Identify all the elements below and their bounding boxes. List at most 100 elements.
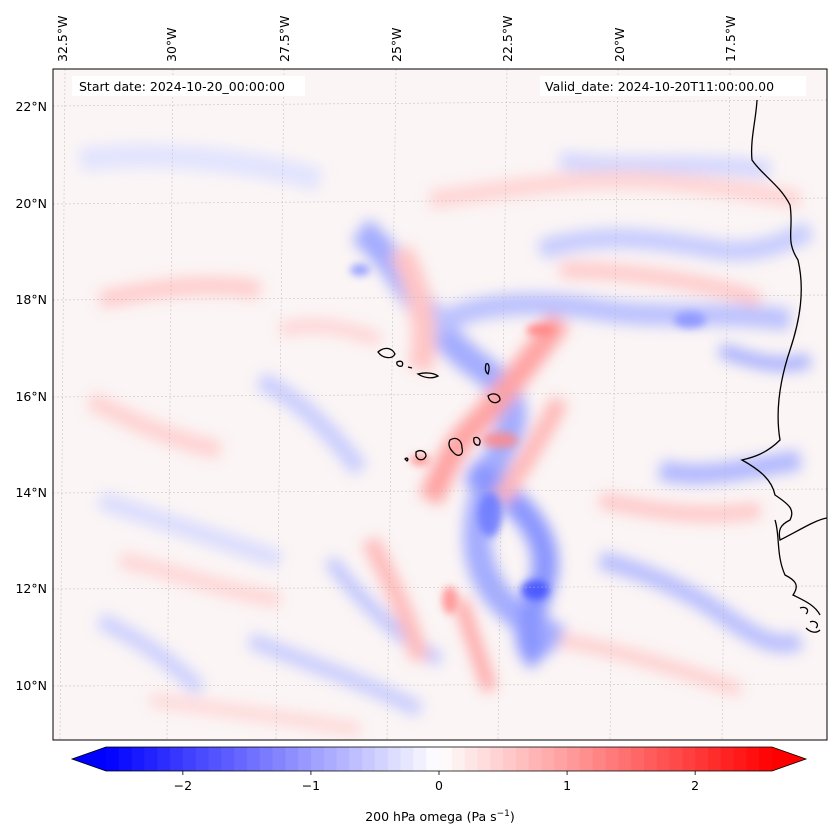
- island-santo-antao: [377, 347, 396, 359]
- colorbar-segment: [707, 747, 722, 771]
- lat-label: 14°N: [15, 485, 47, 500]
- colorbar-tick-label: −2: [174, 778, 192, 793]
- lon-labels: 32.5°W 30°W 27.5°W 25°W 22.5°W 20°W 17.5…: [55, 16, 738, 62]
- colorbar-segment: [362, 747, 376, 771]
- colorbar-segment: [451, 747, 466, 771]
- lat-label: 16°N: [15, 389, 47, 404]
- island-brava: [404, 457, 409, 462]
- colorbar-segment: [733, 747, 747, 771]
- colorbar-ticks: −2 −1 0 1 2: [174, 771, 699, 793]
- colorbar-tick-label: 1: [563, 778, 571, 793]
- colorbar-segment: [759, 747, 773, 771]
- colorbar-outline: [70, 746, 808, 772]
- colorbar-segment: [720, 747, 735, 771]
- colorbar-segment: [515, 747, 530, 771]
- omega-detail: [350, 264, 706, 614]
- colorbar-segment: [477, 747, 491, 771]
- colorbar-tick-label: −1: [302, 778, 320, 793]
- colorbar-tick-label: 0: [435, 778, 443, 793]
- omega-field: [78, 144, 815, 737]
- lat-label: 18°N: [15, 292, 47, 307]
- colorbar-segment: [605, 747, 619, 771]
- colorbar-segment: [643, 747, 658, 771]
- colorbar-segment: [541, 747, 555, 771]
- lon-label: 32.5°W: [55, 16, 70, 62]
- colorbar-segment: [528, 747, 543, 771]
- colorbar-segment: [118, 747, 133, 771]
- lon-label: 22.5°W: [500, 16, 515, 62]
- colorbar-segment: [298, 747, 312, 771]
- colorbar-segment: [426, 747, 440, 771]
- colorbar-extend-max: [772, 747, 806, 771]
- colorbar-segment: [208, 747, 222, 771]
- colorbar-segment: [592, 747, 607, 771]
- colorbar-segment: [106, 747, 120, 771]
- colorbar-segment: [246, 747, 261, 771]
- map-panel[interactable]: Start date: 2024-10-20_00:00:00 Valid_da…: [53, 69, 827, 740]
- colorbar-segment: [221, 747, 235, 771]
- bijagos-islands: [799, 606, 821, 633]
- graticule: [53, 69, 827, 740]
- colorbar-segment: [579, 747, 594, 771]
- colorbar-segment: [349, 747, 363, 771]
- lat-labels: 22°N 20°N 18°N 16°N 14°N 12°N 10°N: [15, 99, 47, 693]
- colorbar-segment: [374, 747, 389, 771]
- island-santa-luzia: [407, 366, 413, 369]
- colorbar-label-close: ): [510, 809, 515, 824]
- island-sao-vicente: [396, 360, 404, 367]
- lat-label: 22°N: [15, 99, 47, 114]
- colorbar-segment: [669, 747, 683, 771]
- island-santiago: [448, 437, 464, 456]
- colorbar-label-main: 200 hPa omega (Pa s: [365, 809, 496, 824]
- island-boa-vista: [487, 393, 501, 404]
- colorbar-segment: [259, 747, 274, 771]
- colorbar-segment: [182, 747, 197, 771]
- colorbar-segment: [464, 747, 479, 771]
- colorbar-segment: [490, 747, 504, 771]
- colorbar-segments: [106, 747, 773, 771]
- colorbar-segment: [554, 747, 568, 771]
- colorbar-segment: [631, 747, 645, 771]
- colorbar-segment: [439, 747, 453, 771]
- colorbar-segment: [131, 747, 146, 771]
- valid-date-box: [540, 76, 806, 96]
- colorbar-segment: [323, 747, 338, 771]
- start-date-label: Start date: 2024-10-20_00:00:00: [79, 79, 285, 94]
- colorbar-segment: [144, 747, 158, 771]
- colorbar-segment: [234, 747, 248, 771]
- lon-label: 17.5°W: [723, 16, 738, 62]
- colorbar: −2 −1 0 1 2 200 hPa omega (Pa s−1): [70, 746, 808, 824]
- island-sao-nicolau: [416, 372, 440, 379]
- lon-label: 25°W: [389, 27, 404, 62]
- colorbar-segment: [656, 747, 671, 771]
- colorbar-extend-min: [72, 747, 106, 771]
- colorbar-tick-label: 2: [691, 778, 699, 793]
- island-fogo: [415, 449, 427, 461]
- colorbar-segment: [157, 747, 171, 771]
- lon-label: 27.5°W: [277, 16, 292, 62]
- colorbar-segment: [682, 747, 696, 771]
- colorbar-label: 200 hPa omega (Pa s−1): [365, 809, 515, 824]
- colorbar-segment: [336, 747, 350, 771]
- valid-date-label: Valid_date: 2024-10-20T11:00:00.00: [545, 79, 774, 94]
- island-maio: [473, 436, 481, 446]
- colorbar-segment: [567, 747, 581, 771]
- colorbar-segment: [170, 747, 184, 771]
- lat-label: 10°N: [15, 678, 47, 693]
- lat-label: 12°N: [15, 581, 47, 596]
- map-frame: [52, 68, 828, 741]
- colorbar-segment: [503, 747, 517, 771]
- colorbar-segment: [285, 747, 299, 771]
- colorbar-segment: [618, 747, 632, 771]
- start-date-box: [72, 76, 305, 96]
- colorbar-segment: [400, 747, 414, 771]
- colorbar-segment: [310, 747, 325, 771]
- colorbar-segment: [746, 747, 760, 771]
- lon-label: 30°W: [164, 27, 179, 62]
- lon-label: 20°W: [612, 27, 627, 62]
- island-sal: [484, 362, 490, 376]
- colorbar-label-superscript: −1: [497, 809, 510, 819]
- colorbar-segment: [195, 747, 210, 771]
- colorbar-segment: [695, 747, 709, 771]
